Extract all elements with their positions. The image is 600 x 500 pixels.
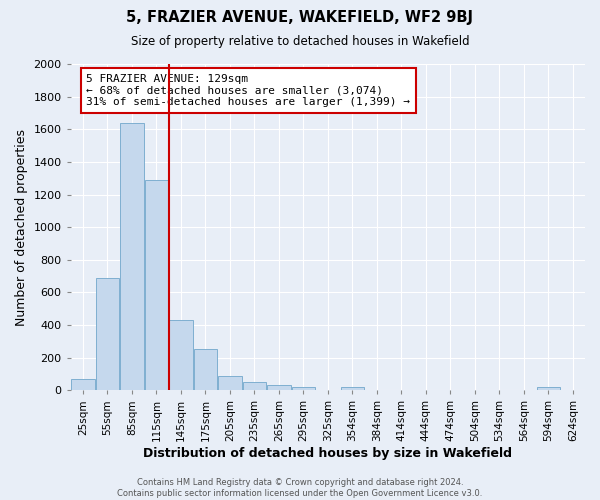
- Bar: [121, 122, 143, 390]
- Bar: [292, 387, 315, 390]
- Bar: [218, 376, 242, 390]
- Bar: [536, 387, 560, 390]
- Bar: [96, 278, 119, 390]
- Bar: [243, 382, 266, 390]
- Bar: [71, 379, 95, 390]
- Y-axis label: Number of detached properties: Number of detached properties: [15, 128, 28, 326]
- Bar: [194, 348, 217, 391]
- Bar: [267, 386, 290, 390]
- Bar: [145, 180, 168, 390]
- X-axis label: Distribution of detached houses by size in Wakefield: Distribution of detached houses by size …: [143, 447, 512, 460]
- Text: 5, FRAZIER AVENUE, WAKEFIELD, WF2 9BJ: 5, FRAZIER AVENUE, WAKEFIELD, WF2 9BJ: [127, 10, 473, 25]
- Text: Size of property relative to detached houses in Wakefield: Size of property relative to detached ho…: [131, 35, 469, 48]
- Text: 5 FRAZIER AVENUE: 129sqm
← 68% of detached houses are smaller (3,074)
31% of sem: 5 FRAZIER AVENUE: 129sqm ← 68% of detach…: [86, 74, 410, 107]
- Text: Contains HM Land Registry data © Crown copyright and database right 2024.
Contai: Contains HM Land Registry data © Crown c…: [118, 478, 482, 498]
- Bar: [169, 320, 193, 390]
- Bar: [341, 387, 364, 390]
